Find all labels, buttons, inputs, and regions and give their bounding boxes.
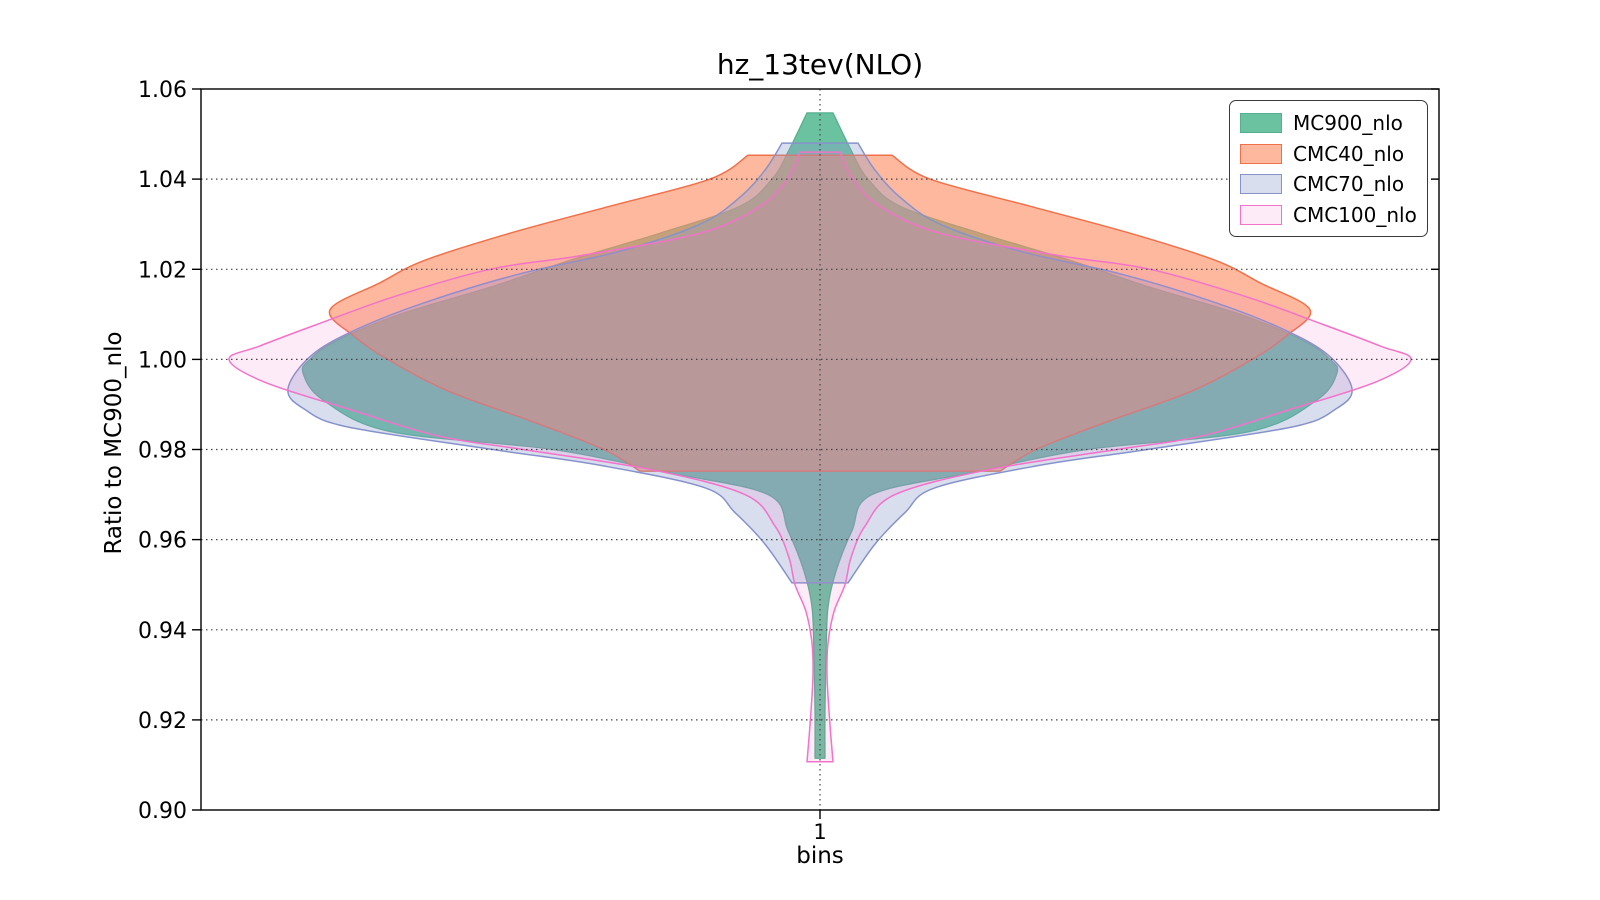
legend-swatch-cmc100-nlo	[1240, 204, 1282, 225]
gridlines	[201, 89, 1439, 810]
legend-label: CMC70_nlo	[1293, 172, 1405, 197]
legend-item-cmc70-nlo: CMC70_nlo	[1240, 169, 1417, 200]
legend-label: CMC40_nlo	[1293, 141, 1405, 166]
legend-swatch-cmc40-nlo	[1240, 143, 1282, 164]
legend-item-cmc40-nlo: CMC40_nlo	[1240, 139, 1417, 170]
legend-swatch-cmc70-nlo	[1240, 174, 1282, 195]
y-tick-label-0.94: 0.94	[138, 619, 187, 644]
legend: MC900_nlo CMC40_nlo CMC70_nlo CMC100_nlo	[1229, 100, 1428, 237]
legend-swatch-mc900-nlo	[1240, 113, 1282, 134]
y-tick-label-0.96: 0.96	[138, 529, 187, 554]
legend-label: MC900_nlo	[1293, 111, 1403, 136]
violin-series	[228, 112, 1412, 763]
y-tick-label-1.00: 1.00	[138, 348, 187, 373]
y-tick-label-0.98: 0.98	[138, 439, 187, 464]
y-tick-label-1.04: 1.04	[138, 168, 187, 193]
violin-cmc70-nlo	[287, 142, 1353, 584]
x-axis-label: bins	[796, 843, 844, 869]
x-tick-label-1: 1	[813, 820, 826, 844]
y-tick-label-1.06: 1.06	[138, 78, 187, 103]
legend-label: CMC100_nlo	[1293, 202, 1417, 227]
legend-item-mc900-nlo: MC900_nlo	[1240, 108, 1417, 139]
y-tick-label-0.90: 0.90	[138, 799, 187, 824]
tick-labels: 0.90 0.92 0.94 0.96 0.98 1.00 1.02 1.04 1.06 1	[138, 78, 827, 844]
y-tick-label-0.92: 0.92	[138, 709, 187, 734]
violin-cmc40-nlo	[328, 154, 1312, 472]
axes-frame	[192, 88, 1440, 819]
chart-title: hz_13tev(NLO)	[716, 48, 924, 81]
y-axis-label: Ratio to MC900_nlo	[101, 331, 127, 555]
legend-item-cmc100-nlo: CMC100_nlo	[1240, 200, 1417, 231]
violin-cmc100-nlo	[228, 151, 1412, 763]
y-tick-label-1.02: 1.02	[138, 258, 187, 283]
